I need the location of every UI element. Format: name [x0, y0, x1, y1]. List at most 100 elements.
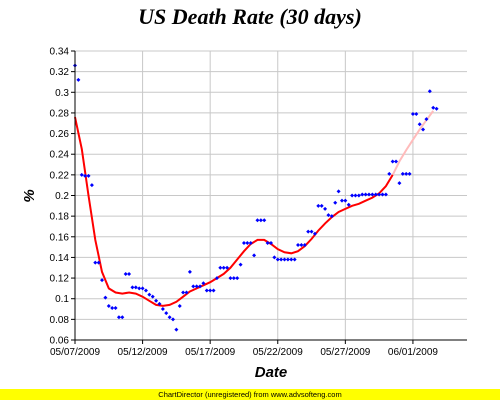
footer-credit: ChartDirector (unregistered) from www.ad…	[158, 390, 342, 399]
data-point	[262, 218, 267, 223]
points-layer	[73, 63, 439, 332]
data-point	[221, 265, 226, 270]
data-point	[336, 189, 341, 194]
y-tick-label: 0.08	[50, 315, 70, 326]
data-point	[198, 284, 203, 289]
data-point	[421, 127, 426, 132]
data-point	[346, 202, 351, 207]
data-point	[76, 77, 81, 82]
footer-bar	[0, 389, 500, 400]
data-point	[225, 265, 230, 270]
data-point	[160, 307, 165, 312]
data-point	[306, 229, 311, 234]
data-point	[333, 200, 338, 205]
data-point	[248, 240, 253, 245]
data-point	[417, 122, 422, 127]
data-point	[211, 288, 216, 293]
data-point	[373, 192, 378, 197]
data-point	[120, 315, 125, 320]
data-point	[350, 193, 355, 198]
x-tick-label: 05/17/2009	[185, 347, 235, 358]
data-point	[116, 315, 121, 320]
data-point	[302, 243, 307, 248]
data-point	[184, 290, 189, 295]
data-point	[387, 171, 392, 176]
data-point	[123, 271, 128, 276]
data-point	[231, 276, 236, 281]
data-point	[130, 285, 135, 290]
x-tick-label: 05/27/2009	[320, 347, 370, 358]
data-point	[201, 281, 206, 286]
data-point	[157, 301, 162, 306]
x-tick-label: 05/07/2009	[50, 347, 100, 358]
data-point	[113, 306, 118, 311]
trend-line	[74, 116, 394, 307]
data-point	[100, 278, 105, 283]
data-point	[326, 213, 331, 218]
data-point	[79, 172, 84, 177]
data-point	[214, 276, 219, 281]
data-point	[140, 286, 145, 291]
data-point	[83, 173, 88, 178]
y-tick-label: 0.2	[55, 191, 69, 202]
data-point	[150, 294, 155, 299]
data-point	[191, 284, 196, 289]
data-point	[397, 181, 402, 186]
y-tick-label: 0.32	[50, 67, 70, 78]
y-tick-label: 0.26	[50, 129, 70, 140]
data-point	[174, 327, 179, 332]
data-point	[299, 243, 304, 248]
data-point	[370, 192, 375, 197]
data-point	[367, 192, 371, 197]
data-point	[289, 257, 294, 262]
data-point	[377, 192, 382, 197]
data-point	[241, 240, 246, 245]
data-point	[96, 260, 101, 265]
y-axis-title: %	[21, 189, 38, 202]
data-point	[431, 105, 436, 110]
data-point	[164, 311, 169, 316]
data-point	[309, 229, 314, 234]
data-point	[323, 206, 328, 211]
data-point	[410, 111, 415, 116]
data-point	[343, 198, 348, 203]
data-point	[400, 171, 405, 176]
y-tick-label: 0.14	[50, 253, 70, 264]
data-point	[424, 117, 429, 122]
data-point	[404, 171, 409, 176]
y-tick-label: 0.12	[50, 274, 70, 285]
data-point	[154, 298, 159, 303]
data-point	[208, 288, 213, 293]
data-point	[127, 271, 132, 276]
y-tick-label: 0.24	[50, 150, 70, 161]
x-axis-title: Date	[255, 364, 288, 381]
data-point	[434, 106, 439, 111]
data-point	[218, 265, 223, 270]
data-point	[394, 159, 399, 164]
x-tick-label: 05/22/2009	[253, 347, 303, 358]
data-point	[93, 260, 98, 265]
y-tick-label: 0.28	[50, 108, 70, 119]
data-point	[407, 171, 412, 176]
data-point	[133, 285, 138, 290]
data-point	[339, 198, 344, 203]
data-point	[316, 203, 321, 208]
data-point	[171, 317, 175, 322]
data-point	[204, 288, 209, 293]
data-point	[282, 257, 287, 262]
data-point	[194, 284, 199, 289]
x-tick-label: 06/01/2009	[388, 347, 438, 358]
data-point	[414, 111, 419, 116]
data-point	[106, 303, 111, 308]
data-point	[137, 286, 142, 291]
data-point	[235, 276, 240, 281]
data-point	[181, 290, 186, 295]
y-tick-label: 0.1	[55, 294, 69, 305]
data-point	[258, 218, 263, 223]
data-point	[292, 257, 297, 262]
data-point	[228, 276, 233, 281]
data-point	[427, 89, 432, 94]
data-point	[285, 257, 290, 262]
data-point	[353, 193, 358, 198]
data-point	[265, 240, 270, 245]
